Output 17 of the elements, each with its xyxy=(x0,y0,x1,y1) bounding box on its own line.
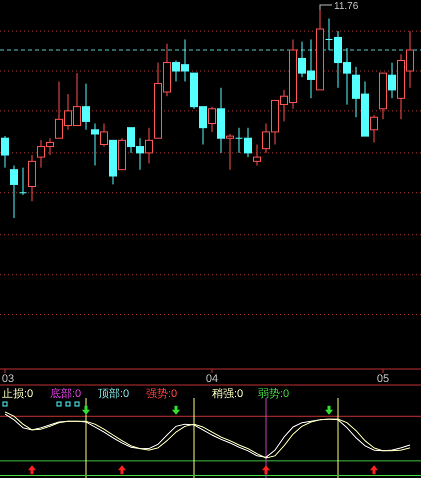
x-tick-label: 04 xyxy=(206,373,218,385)
candlestick xyxy=(208,106,216,132)
candlestick xyxy=(91,123,99,166)
text: 底部:0 xyxy=(50,387,82,400)
candlestick xyxy=(145,127,153,164)
candlestick xyxy=(217,87,225,154)
candlestick xyxy=(388,62,396,99)
annotation: 11.76 xyxy=(334,1,359,12)
text: 止损:0 xyxy=(2,387,34,400)
text: 稍强:0 xyxy=(212,388,244,400)
candlestick xyxy=(82,83,90,130)
text: 弱势:0 xyxy=(258,387,290,400)
x-tick-label: 03 xyxy=(2,373,14,385)
text: 顶部:0 xyxy=(98,387,130,400)
candlestick xyxy=(28,154,36,202)
x-tick-label: 05 xyxy=(376,373,390,385)
text: 强势:0 xyxy=(146,387,178,400)
